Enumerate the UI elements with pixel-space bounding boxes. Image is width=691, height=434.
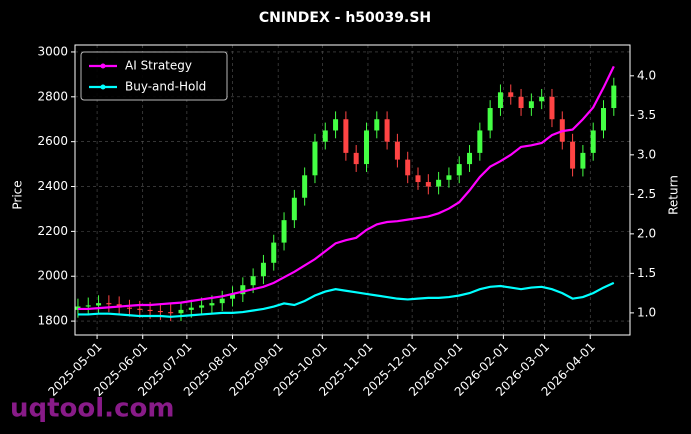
candle-body	[374, 119, 380, 131]
candle-body	[126, 307, 132, 309]
candle-body	[405, 159, 411, 176]
candle-body	[260, 262, 266, 277]
y-tick-label: 2200	[37, 224, 68, 238]
candle-body	[487, 108, 493, 131]
y-tick-label: 3000	[37, 44, 68, 58]
candle-body	[333, 119, 339, 131]
candle-body	[415, 175, 421, 183]
candle-body	[343, 119, 349, 153]
y-tick-label: 2600	[37, 134, 68, 148]
y2-axis-label: Return	[667, 175, 681, 215]
candle-body	[446, 175, 452, 180]
candle-body	[508, 92, 514, 97]
candle-body	[528, 101, 534, 109]
candle-body	[137, 308, 143, 310]
legend-marker	[100, 63, 106, 69]
candle-body	[497, 92, 503, 109]
candle-body	[518, 96, 524, 109]
candle-body	[147, 309, 153, 312]
y2-tick-label: 2.5	[637, 187, 656, 201]
y2-tick-label: 3.0	[637, 147, 656, 161]
candle-body	[353, 152, 359, 165]
candle-body	[291, 197, 297, 221]
candle-body	[436, 179, 442, 187]
candle-body	[188, 307, 194, 310]
candle-body	[477, 130, 483, 153]
candle-body	[302, 175, 308, 198]
candle-body	[250, 276, 256, 286]
candle-body	[570, 141, 576, 169]
candle-body	[456, 164, 462, 176]
candle-body	[601, 108, 607, 131]
return-line	[77, 65, 615, 311]
candle-body	[96, 303, 102, 306]
legend-label: Buy-and-Hold	[125, 80, 206, 94]
candle-body	[178, 309, 184, 314]
y2-tick-label: 1.0	[637, 305, 656, 319]
y-axis-label: Price	[11, 180, 25, 209]
candle-body	[590, 130, 596, 153]
candle-body	[322, 130, 328, 142]
candle-body	[549, 96, 555, 120]
candle-body	[312, 141, 318, 176]
candle-body	[219, 298, 225, 304]
y2-tick-label: 2.0	[637, 226, 656, 240]
candle-body	[271, 242, 277, 263]
y-tick-label: 2000	[37, 269, 68, 283]
candle-body	[539, 96, 545, 102]
y2-tick-label: 4.0	[637, 68, 656, 82]
candle-body	[363, 130, 369, 165]
candle-body	[209, 303, 215, 306]
legend-box	[80, 51, 228, 101]
candle-body	[394, 141, 400, 160]
candle-body	[384, 119, 390, 142]
candle-body	[230, 294, 236, 299]
legend-label: AI Strategy	[125, 59, 192, 73]
candle-body	[106, 303, 112, 305]
watermark: uqtool.com	[10, 394, 174, 424]
candle-body	[580, 152, 586, 169]
candle-body	[157, 311, 163, 313]
plot-frame	[74, 44, 631, 336]
candle-body	[168, 312, 174, 314]
candle-body	[281, 220, 287, 243]
return-line	[77, 281, 615, 318]
candle-body	[467, 152, 473, 165]
candle-body	[240, 285, 246, 295]
chart-title: CNINDEX - h50039.SH	[259, 10, 431, 26]
candle-body	[199, 305, 205, 308]
candle-body	[425, 182, 431, 187]
y-tick-label: 2400	[37, 179, 68, 193]
legend-marker	[100, 84, 106, 90]
y2-tick-label: 3.5	[637, 108, 656, 122]
y-tick-label: 1800	[37, 314, 68, 328]
candle-body	[611, 85, 617, 109]
y2-tick-label: 1.5	[637, 266, 656, 280]
candle-body	[85, 305, 91, 307]
y-tick-label: 2800	[37, 89, 68, 103]
